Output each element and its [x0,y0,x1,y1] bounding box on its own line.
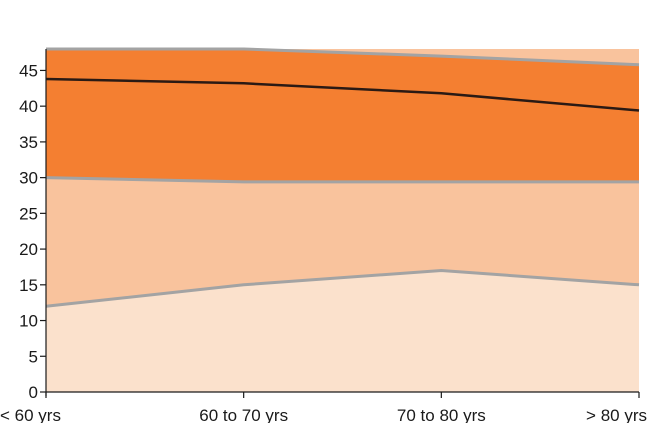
y-tick-label: 35 [19,133,38,152]
trend-line [45,77,640,112]
y-tick-label: 45 [19,61,38,80]
x-tick-label: 70 to 80 yrs [397,406,486,423]
trend-line-group [45,77,640,112]
area-bands [46,49,639,392]
x-tick-label: < 60 yrs [0,406,61,423]
area-band-4 [46,49,639,65]
band-boundary-3 [46,47,640,67]
x-tick-label: 60 to 70 yrs [199,406,288,423]
area-band-2 [46,177,639,307]
band-boundaries [45,47,640,308]
band-boundary-1 [45,268,640,308]
band-boundary-2 [45,176,639,184]
y-tick-labels: 0 5 10 15 20 25 30 35 40 45 [19,61,38,402]
axes [40,49,640,398]
y-tick-label: 30 [19,169,38,188]
area-band-3 [46,49,639,182]
x-tick-label: > 80 yrs [586,406,647,423]
y-tick-label: 20 [19,240,38,259]
y-tick-label: 25 [19,204,38,223]
y-tick-label: 15 [19,276,38,295]
y-tick-label: 5 [29,347,38,366]
y-tick-label: 40 [19,97,38,116]
x-tick-labels: < 60 yrs 60 to 70 yrs 70 to 80 yrs > 80 yrs [0,406,647,423]
y-tick-label: 0 [29,383,38,402]
y-tick-label: 10 [19,312,38,331]
area-band-1 [46,270,639,392]
